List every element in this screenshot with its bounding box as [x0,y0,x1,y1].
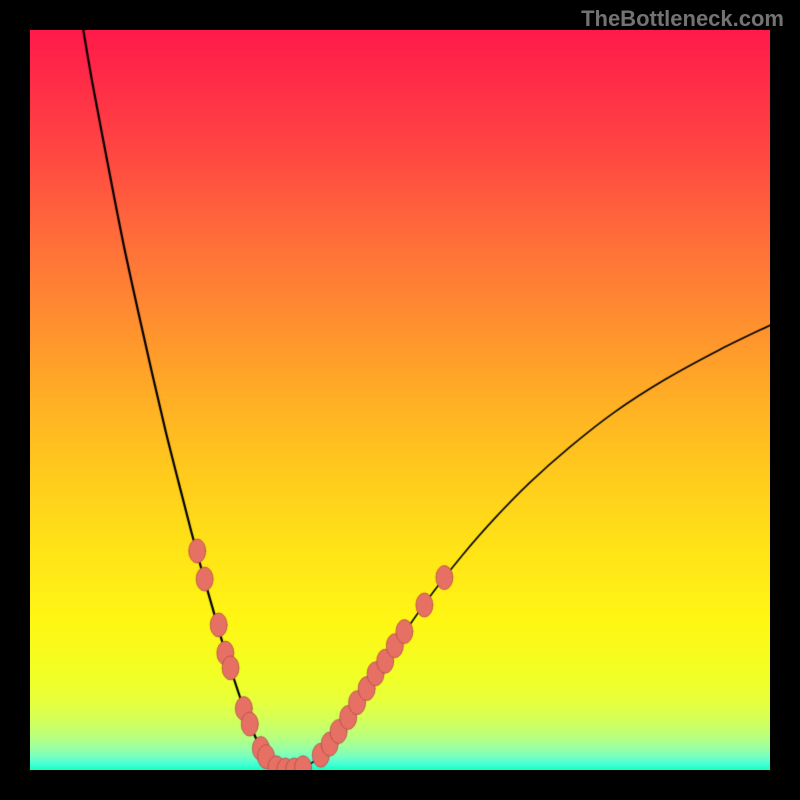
watermark-label: TheBottleneck.com [581,6,784,32]
plot-area [30,30,770,770]
bottleneck-curve-canvas [30,30,770,770]
